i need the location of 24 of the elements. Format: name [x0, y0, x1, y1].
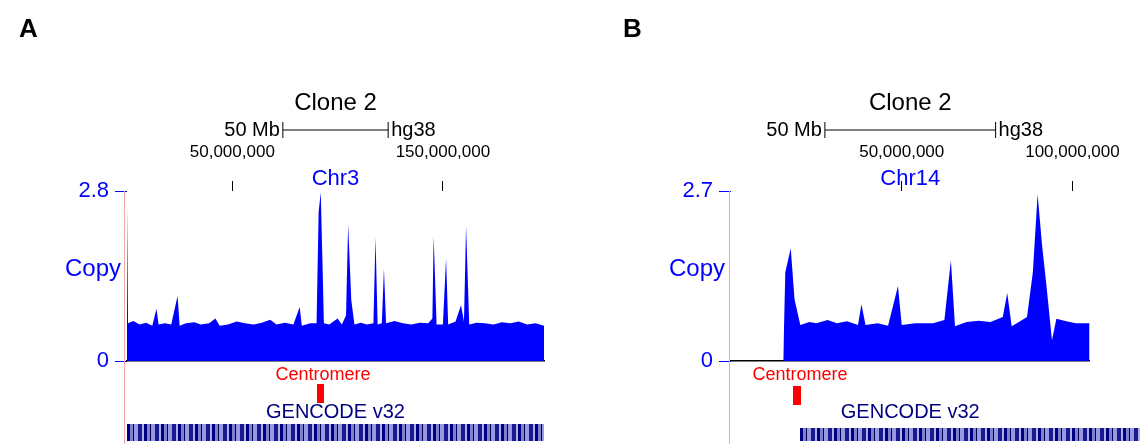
y-tick-label: 0 — [96, 347, 109, 373]
text: Centromere — [752, 363, 848, 384]
text: 50 Mb — [224, 117, 280, 140]
chart-title: Clone 2 — [868, 87, 952, 115]
text: Centromere — [275, 363, 371, 384]
text: hg38 — [391, 117, 436, 140]
y-axis-title: Copy — [668, 253, 725, 281]
x-tick-label: 150,000,000 — [395, 142, 491, 162]
text: GENCODE v32 — [840, 399, 980, 422]
x-tick-label: 50,000,000 — [189, 142, 275, 162]
text: hg38 — [998, 117, 1044, 140]
y-axis-title: Copy — [64, 253, 121, 281]
y-tick-label: 2.7 — [682, 177, 713, 203]
y-tick-label: 2.8 — [78, 177, 109, 203]
text: B — [623, 13, 642, 44]
text: 50 Mb — [766, 117, 822, 140]
x-tick-label: 50,000,000 — [859, 142, 945, 162]
x-tick-label: 100,000,000 — [1025, 142, 1120, 162]
chart-subtitle: Chr3 — [311, 165, 360, 191]
chart-title: Clone 2 — [294, 87, 377, 115]
text: GENCODE v32 — [266, 399, 405, 422]
text: A — [19, 13, 38, 44]
y-tick-label: 0 — [700, 347, 713, 373]
chart-subtitle: Chr14 — [880, 165, 941, 191]
